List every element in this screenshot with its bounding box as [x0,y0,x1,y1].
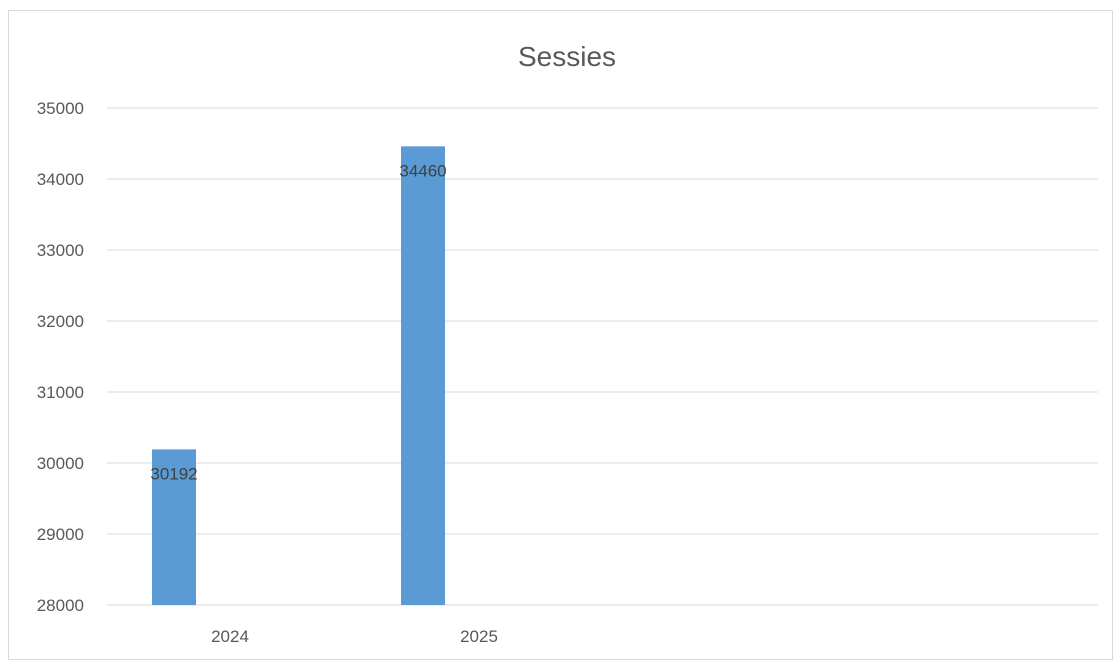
bar-2024 [152,449,196,605]
x-axis-ticks: 2024 2025 [211,627,498,646]
data-label-2024: 30192 [150,464,197,483]
y-tick-label-35000: 35000 [37,99,84,118]
gridlines [107,107,1098,606]
bar-2025 [401,146,445,605]
data-label-2025: 34460 [399,161,446,180]
y-tick-label-29000: 29000 [37,525,84,544]
y-tick-label-32000: 32000 [37,312,84,331]
x-tick-label-2024: 2024 [211,627,249,646]
y-tick-label-31000: 31000 [37,383,84,402]
bars [152,146,445,605]
y-axis-ticks: 28000 29000 30000 31000 32000 33000 34000 35000 [37,99,84,615]
y-tick-label-30000: 30000 [37,454,84,473]
data-labels: 30192 34460 [150,161,446,483]
y-tick-label-34000: 34000 [37,170,84,189]
chart-title: Sessies [518,41,616,72]
y-tick-label-28000: 28000 [37,596,84,615]
y-tick-label-33000: 33000 [37,241,84,260]
x-tick-label-2025: 2025 [460,627,498,646]
